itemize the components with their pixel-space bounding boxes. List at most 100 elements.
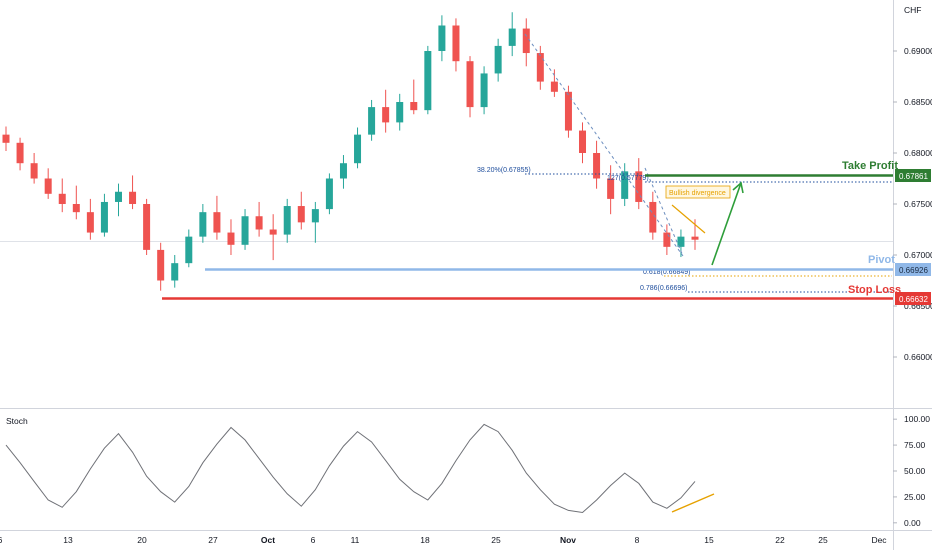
candle-body xyxy=(550,81,558,92)
fibonacci-levels: 38.20%(0.67855) 127(0.67779) 0.618(0.668… xyxy=(477,33,892,293)
candle-body xyxy=(227,232,235,245)
time-tick-label: 25 xyxy=(818,535,828,545)
pivot-badge: 0.66926 xyxy=(899,266,928,275)
candle-body xyxy=(16,142,24,164)
price-tick-label: 0.69000 xyxy=(904,46,932,56)
price-divergence-line xyxy=(671,204,706,234)
candle-body xyxy=(311,209,319,223)
price-tick-label: 0.67000 xyxy=(904,250,932,260)
price-tick-label: 0.68000 xyxy=(904,148,932,158)
oscillator-tick-label: 0.00 xyxy=(904,518,921,528)
price-tick-label: 0.66000 xyxy=(904,352,932,362)
candle-body xyxy=(241,216,249,245)
time-tick-label: 27 xyxy=(208,535,218,545)
oscillator-divergence-line xyxy=(671,493,715,513)
candle-body xyxy=(691,236,699,240)
time-tick-label: Dec xyxy=(871,535,887,545)
candle-body xyxy=(30,163,38,179)
fib-diagonal-2 xyxy=(644,167,684,257)
candle-body xyxy=(339,163,347,179)
time-tick-label: 8 xyxy=(635,535,640,545)
pivot-badge-bg xyxy=(895,263,931,276)
candle-body xyxy=(368,107,376,135)
candle-body xyxy=(129,191,137,204)
time-tick-label: 15 xyxy=(704,535,714,545)
candle-body xyxy=(325,178,333,210)
candle-body xyxy=(199,212,207,237)
candle-body xyxy=(508,28,516,46)
candle-body xyxy=(452,25,460,62)
candle-body xyxy=(269,229,277,235)
price-tick-label: 0.68500 xyxy=(904,97,932,107)
candle-body xyxy=(58,193,66,204)
candle-body xyxy=(621,171,629,199)
candle-body xyxy=(579,130,587,153)
stop-loss-badge: 0.66632 xyxy=(899,295,928,304)
candle-body xyxy=(354,134,362,164)
arrow-head xyxy=(732,181,744,194)
oscillator-tick-label: 50.00 xyxy=(904,466,926,476)
candle-body xyxy=(143,204,151,250)
candle-body xyxy=(564,91,572,131)
candle-body xyxy=(157,249,165,281)
candle-body xyxy=(171,263,179,281)
candle-body xyxy=(255,216,263,230)
candle-body xyxy=(297,206,305,223)
divergence-annotation: Bullish divergence xyxy=(665,185,731,234)
price-tick-label: 0.67500 xyxy=(904,199,932,209)
candle-body xyxy=(283,206,291,235)
candle-body xyxy=(635,171,643,202)
candle-body xyxy=(185,236,193,264)
time-tick-label: Nov xyxy=(560,535,576,545)
candle-body xyxy=(410,102,418,111)
projection-arrow xyxy=(711,181,744,266)
candle-body xyxy=(480,73,488,108)
fib-label-127: 127(0.67779) xyxy=(607,175,649,182)
candle-body xyxy=(466,61,474,108)
time-tick-label: Oct xyxy=(261,535,275,545)
take-profit-badge: 0.67861 xyxy=(899,172,928,181)
oscillator-title: Stoch xyxy=(6,416,28,426)
candle-body xyxy=(213,212,221,233)
time-tick-label: 11 xyxy=(351,535,360,545)
time-tick-label: 13 xyxy=(63,535,73,545)
arrow-shaft xyxy=(711,182,742,266)
candle-body xyxy=(396,102,404,123)
candle-body xyxy=(494,45,502,74)
take-profit-label: Take Profit xyxy=(842,160,898,172)
candle-body xyxy=(593,153,601,179)
time-axis: 6 13 20 27 Oct 6 11 18 25 Nov 8 15 22 25 Dec xyxy=(0,535,887,545)
candle-body xyxy=(2,134,10,143)
oscillator-tick-label: 100.00 xyxy=(904,414,930,424)
price-tick-label: 0.66500 xyxy=(904,301,932,311)
stop-loss-label: Stop Loss xyxy=(848,284,901,296)
key-levels: Take Profit Pivot Stop Loss xyxy=(162,160,901,300)
candle-body xyxy=(44,178,52,194)
candlestick-series xyxy=(2,12,699,291)
candle-body xyxy=(72,204,80,213)
oscillator-tick-label: 25.00 xyxy=(904,492,926,502)
candle-body xyxy=(677,236,685,247)
time-tick-label: 6 xyxy=(311,535,316,545)
time-tick-label: 22 xyxy=(775,535,785,545)
fib-label-38: 38.20%(0.67855) xyxy=(477,167,531,174)
candle-body xyxy=(438,25,446,51)
divergence-box xyxy=(665,185,731,199)
candle-body xyxy=(86,212,94,233)
time-tick-label: 20 xyxy=(137,535,147,545)
oscillator-line xyxy=(5,423,696,514)
candle-body xyxy=(536,53,544,82)
candle-body xyxy=(663,232,671,247)
oscillator-axis: 100.00 75.00 50.00 25.00 0.00 xyxy=(893,414,930,528)
stop-loss-badge-bg xyxy=(895,292,931,305)
oscillator-tick-label: 75.00 xyxy=(904,440,926,450)
candle-body xyxy=(522,28,530,54)
oscillator-series xyxy=(5,423,696,514)
time-tick-label: 25 xyxy=(491,535,501,545)
currency-label: CHF xyxy=(904,5,921,15)
time-tick-label: 18 xyxy=(420,535,430,545)
candle-body xyxy=(100,201,108,233)
